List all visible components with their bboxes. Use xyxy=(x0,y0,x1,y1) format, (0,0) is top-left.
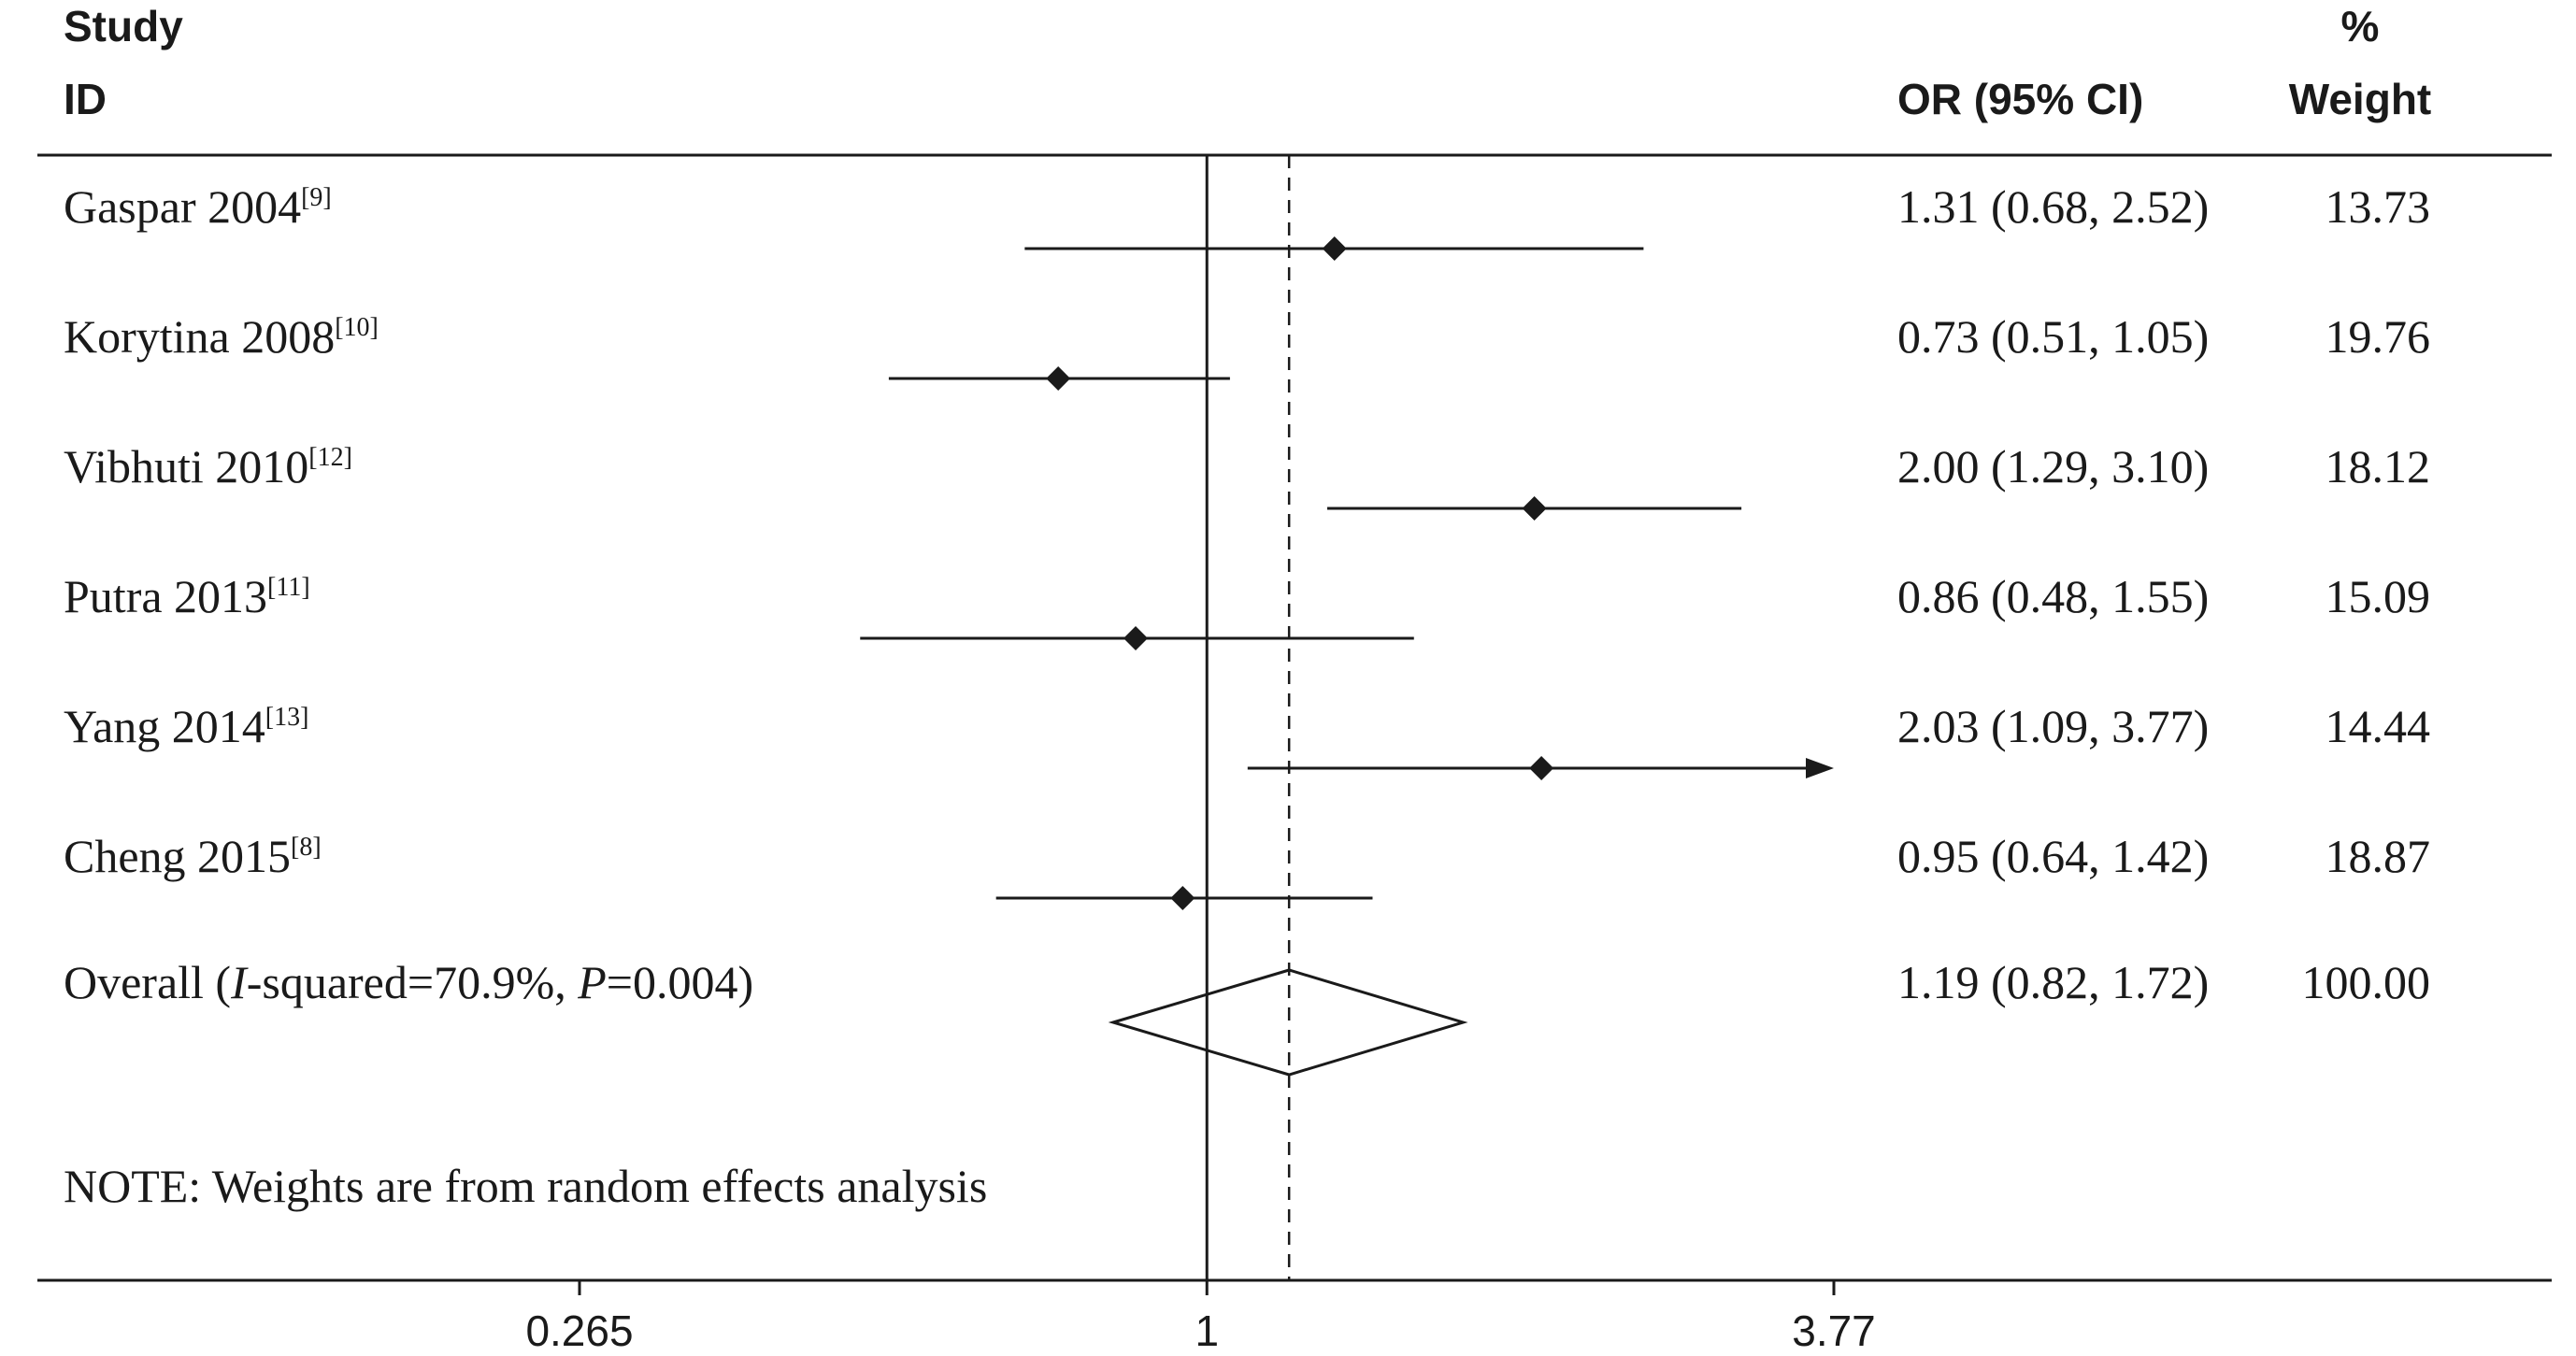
study-ci-text: 0.95 (0.64, 1.42) xyxy=(1897,830,2209,882)
study-weight: 14.44 xyxy=(2326,700,2431,752)
id-header: ID xyxy=(64,75,107,123)
study-ci-text: 1.31 (0.68, 2.52) xyxy=(1897,180,2209,233)
study-header: Study xyxy=(64,2,183,50)
study-weight: 19.76 xyxy=(2326,310,2431,363)
study-label: Korytina 2008[10] xyxy=(64,310,379,363)
weight-header: Weight xyxy=(2289,75,2431,123)
study-label: Gaspar 2004[9] xyxy=(64,180,332,233)
overall-weight: 100.00 xyxy=(2302,956,2431,1008)
study-label: Cheng 2015[8] xyxy=(64,830,322,882)
overall-label: Overall (I-squared=70.9%, P=0.004) xyxy=(64,956,753,1008)
point-estimate-diamond xyxy=(1522,496,1547,521)
study-rows: Gaspar 2004[9] 1.31 (0.68, 2.52) 13.73 Kory… xyxy=(64,180,2430,910)
overall-ci-text: 1.19 (0.82, 1.72) xyxy=(1897,956,2209,1008)
weights-note: NOTE: Weights are from random effects an… xyxy=(64,1160,987,1212)
study-ci-text: 2.00 (1.29, 3.10) xyxy=(1897,440,2209,492)
study-ci-text: 2.03 (1.09, 3.77) xyxy=(1897,700,2209,752)
study-weight: 13.73 xyxy=(2326,180,2431,233)
overall-diamond xyxy=(1108,968,1468,1077)
point-estimate-diamond xyxy=(1046,366,1071,391)
x-tick-label: 1 xyxy=(1195,1306,1219,1355)
x-tick-label: 3.77 xyxy=(1792,1306,1876,1355)
study-label: Vibhuti 2010[12] xyxy=(64,440,352,492)
study-weight: 15.09 xyxy=(2326,570,2431,622)
point-estimate-diamond xyxy=(1123,626,1149,650)
point-estimate-diamond xyxy=(1322,236,1347,261)
study-label: Putra 2013[11] xyxy=(64,570,310,622)
study-weight: 18.87 xyxy=(2326,830,2431,882)
point-estimate-diamond xyxy=(1529,756,1554,780)
study-ci-text: 0.73 (0.51, 1.05) xyxy=(1897,310,2209,363)
percent-header: % xyxy=(2341,2,2380,50)
ci-arrow xyxy=(1806,758,1834,778)
study-weight: 18.12 xyxy=(2326,440,2431,492)
study-label: Yang 2014[13] xyxy=(64,700,308,752)
or-ci-header: OR (95% CI) xyxy=(1897,75,2143,123)
x-axis-ticks: 0.265 1 3.77 xyxy=(525,1280,1876,1355)
study-ci-text: 0.86 (0.48, 1.55) xyxy=(1897,570,2209,622)
point-estimate-diamond xyxy=(1170,886,1195,910)
x-tick-label: 0.265 xyxy=(525,1306,633,1355)
